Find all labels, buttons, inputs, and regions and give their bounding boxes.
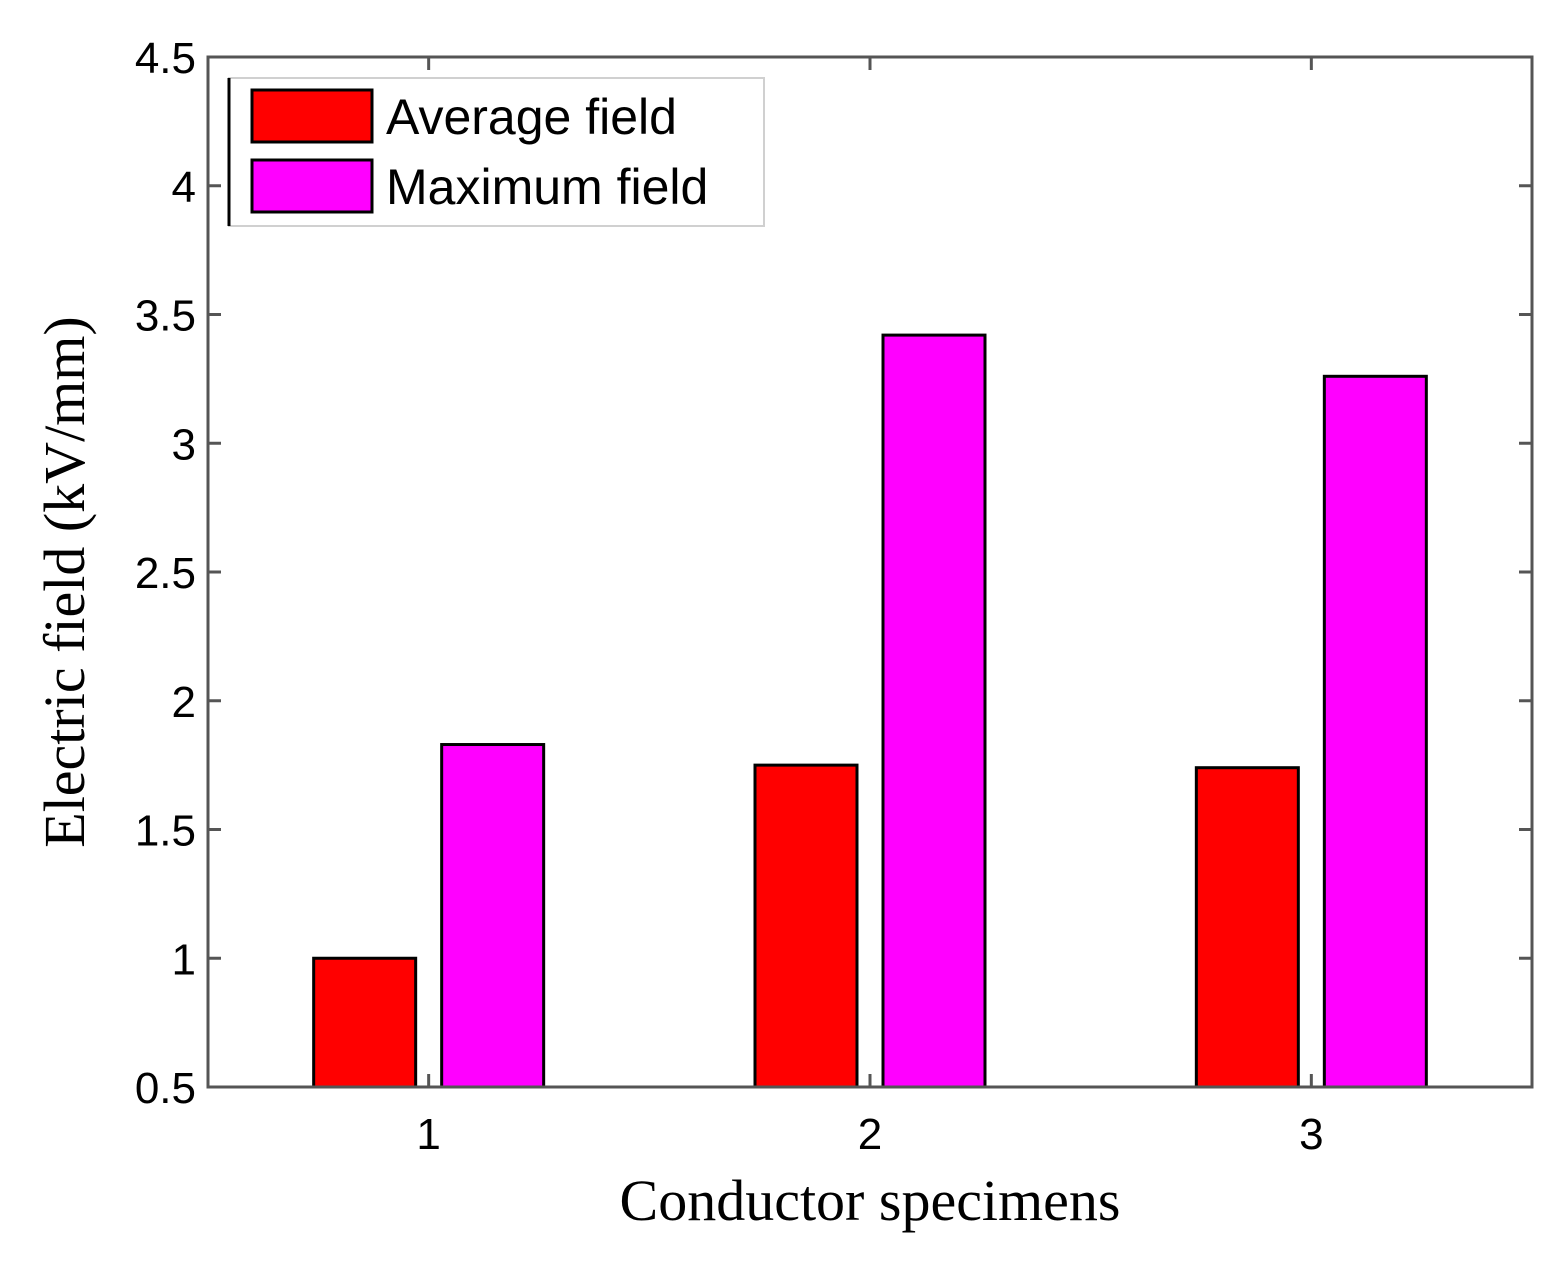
y-tick-label: 4 xyxy=(172,163,196,212)
y-tick-label: 1.5 xyxy=(135,807,196,856)
x-tick-label: 2 xyxy=(858,1110,882,1159)
y-tick-label: 3 xyxy=(172,420,196,469)
bar-average-specimen-1 xyxy=(312,956,418,1089)
legend-label-average: Average field xyxy=(386,89,677,145)
y-tick-label: 4.5 xyxy=(135,34,196,83)
y-tick-label: 1 xyxy=(172,935,196,984)
y-axis-title: Electric field (kV/mm) xyxy=(32,316,97,847)
bar-maximum-specimen-1 xyxy=(440,743,546,1089)
legend-swatch-maximum xyxy=(250,158,374,214)
bar-maximum-specimen-3 xyxy=(1322,374,1428,1089)
x-axis-title: Conductor specimens xyxy=(620,1168,1121,1233)
legend-label-maximum: Maximum field xyxy=(386,159,708,215)
legend: Average field Maximum field xyxy=(227,77,765,227)
bar-average-specimen-2 xyxy=(753,763,859,1089)
x-tick-label: 1 xyxy=(416,1110,440,1159)
bar-maximum-specimen-2 xyxy=(881,333,987,1089)
y-tick-label: 2.5 xyxy=(135,549,196,598)
bars-layer xyxy=(312,333,1428,1089)
ticks-layer xyxy=(208,55,1532,1089)
legend-swatch-average xyxy=(250,88,374,144)
x-tick-label: 3 xyxy=(1299,1110,1323,1159)
y-tick-label: 0.5 xyxy=(135,1064,196,1113)
labels-layer: 0.5 1 1.5 2 2.5 3 3.5 4 4.5 1 2 3 xyxy=(135,34,1324,1159)
y-tick-label: 2 xyxy=(172,678,196,727)
y-tick-label: 3.5 xyxy=(135,292,196,341)
bar-average-specimen-3 xyxy=(1194,766,1300,1089)
